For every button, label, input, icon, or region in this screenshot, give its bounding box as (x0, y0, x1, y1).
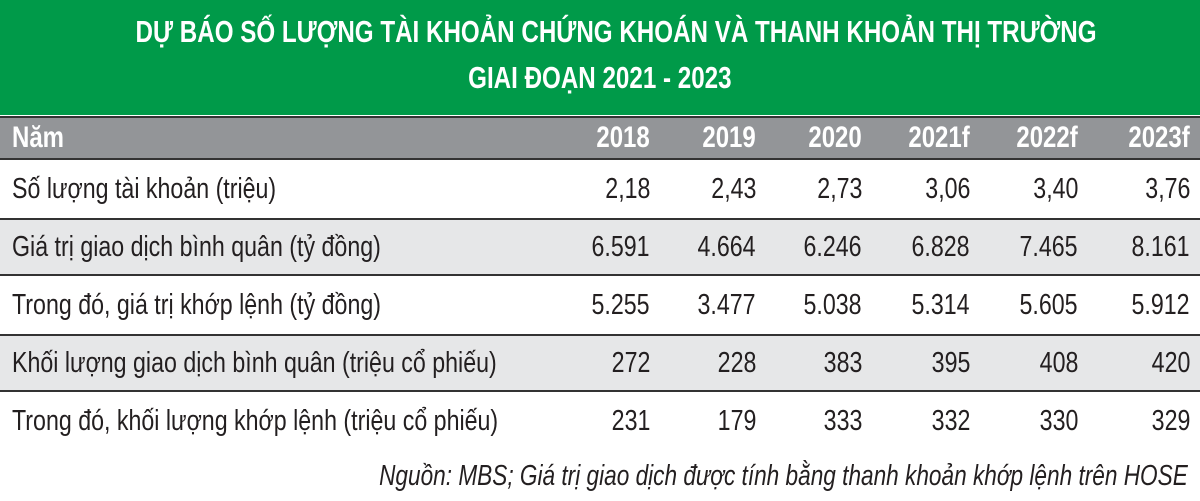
table-row: Số lượng tài khoản (triệu) 2,18 2,43 2,73 3,… (0, 160, 1200, 218)
cell-value: 228 (717, 346, 756, 379)
column-header: 2018 (583, 118, 650, 158)
source-note: Nguồn: MBS; Giá trị giao dịch được tính … (151, 452, 1188, 500)
table-cell: 4.664 (683, 220, 756, 274)
cell-value: 2,43 (710, 172, 756, 205)
table-cell: 6.246 (789, 220, 862, 274)
header-label-text: Năm (12, 121, 65, 154)
column-header-text: 2023f (1128, 121, 1190, 154)
table-cell: 408 (1030, 336, 1078, 390)
cell-value: 395 (931, 346, 970, 379)
cell-value: 231 (611, 404, 650, 437)
cell-value: 3.477 (697, 288, 756, 321)
table-cell: 231 (602, 392, 650, 450)
table-cell: 5.038 (789, 276, 862, 334)
table-subtitle: GIAI ĐOẠN 2021 - 2023 (0, 60, 1200, 96)
table-cell: 2,73 (806, 160, 862, 218)
table-row: Trong đó, khối lượng khớp lệnh (triệu cổ… (0, 392, 1200, 450)
column-header-text: 2019 (702, 121, 756, 154)
cell-value: 6.591 (591, 230, 650, 263)
row-label: Trong đó, giá trị khớp lệnh (tỷ đồng) (12, 276, 473, 334)
table-row: Khối lượng giao dịch bình quân (triệu cổ… (0, 334, 1200, 392)
table-cell: 330 (1030, 392, 1078, 450)
table-cell: 7.465 (1005, 220, 1078, 274)
column-header: 2020 (795, 118, 862, 158)
table-cell: 6.591 (577, 220, 650, 274)
table-title-banner: DỰ BÁO SỐ LƯỢNG TÀI KHOẢN CHỨNG KHOÁN VÀ… (0, 0, 1200, 115)
cell-value: 8.161 (1131, 230, 1190, 263)
cell-value: 383 (823, 346, 862, 379)
table-cell: 383 (814, 336, 862, 390)
table-cell: 3,40 (1022, 160, 1078, 218)
table-cell: 3,76 (1134, 160, 1190, 218)
table-subtitle-text: GIAI ĐOẠN 2021 - 2023 (468, 60, 732, 95)
source-note-text: Nguồn: MBS; Giá trị giao dịch được tính … (379, 459, 1188, 492)
row-label-text: Trong đó, giá trị khớp lệnh (tỷ đồng) (12, 288, 381, 321)
cell-value: 333 (823, 404, 862, 437)
table-cell: 228 (708, 336, 756, 390)
table-cell: 5.605 (1005, 276, 1078, 334)
row-label-text: Số lượng tài khoản (triệu) (12, 172, 277, 205)
column-header-text: 2021f (908, 121, 970, 154)
table-title-text: DỰ BÁO SỐ LƯỢNG TÀI KHOẢN CHỨNG KHOÁN VÀ… (135, 14, 1097, 49)
column-header: 2021f (893, 118, 970, 158)
row-label: Khối lượng giao dịch bình quân (triệu cổ… (12, 336, 618, 390)
cell-value: 408 (1039, 346, 1078, 379)
table-header-row: Năm 2018 2019 2020 2021f 2022f 2023f (0, 116, 1200, 160)
table-cell: 5.255 (577, 276, 650, 334)
cell-value: 5.255 (591, 288, 650, 321)
cell-value: 3,06 (924, 172, 970, 205)
table-cell: 2,43 (700, 160, 756, 218)
cell-value: 5.912 (1131, 288, 1190, 321)
cell-value: 179 (717, 404, 756, 437)
cell-value: 329 (1151, 404, 1190, 437)
table-cell: 2,18 (594, 160, 650, 218)
table-cell: 179 (708, 392, 756, 450)
column-header-text: 2018 (596, 121, 650, 154)
row-label: Trong đó, khối lượng khớp lệnh (triệu cổ… (12, 392, 620, 450)
table-cell: 3.477 (683, 276, 756, 334)
row-label-text: Trong đó, khối lượng khớp lệnh (triệu cổ… (12, 404, 499, 437)
table-cell: 5.314 (897, 276, 970, 334)
table-title: DỰ BÁO SỐ LƯỢNG TÀI KHOẢN CHỨNG KHOÁN VÀ… (0, 14, 1200, 50)
table-cell: 5.912 (1117, 276, 1190, 334)
column-header: 2023f (1113, 118, 1190, 158)
cell-value: 5.605 (1019, 288, 1078, 321)
row-label-text: Khối lượng giao dịch bình quân (triệu cổ… (12, 346, 497, 379)
row-label: Số lượng tài khoản (triệu) (12, 160, 342, 218)
cell-value: 2,73 (816, 172, 862, 205)
table-cell: 332 (922, 392, 970, 450)
row-label: Giá trị giao dịch bình quân (tỷ đồng) (12, 220, 473, 274)
table-row: Giá trị giao dịch bình quân (tỷ đồng) 6.5… (0, 218, 1200, 276)
cell-value: 420 (1151, 346, 1190, 379)
cell-value: 2,18 (604, 172, 650, 205)
cell-value: 6.828 (911, 230, 970, 263)
cell-value: 332 (931, 404, 970, 437)
table-cell: 6.828 (897, 220, 970, 274)
table-cell: 395 (922, 336, 970, 390)
cell-value: 330 (1039, 404, 1078, 437)
column-header-text: 2022f (1016, 121, 1078, 154)
cell-value: 3,76 (1144, 172, 1190, 205)
cell-value: 272 (611, 346, 650, 379)
column-header: 2019 (689, 118, 756, 158)
table-cell: 272 (602, 336, 650, 390)
table-row: Trong đó, giá trị khớp lệnh (tỷ đồng) 5.2… (0, 276, 1200, 334)
table-cell: 3,06 (914, 160, 970, 218)
cell-value: 4.664 (697, 230, 756, 263)
cell-value: 5.038 (803, 288, 862, 321)
column-header: 2022f (1001, 118, 1078, 158)
cell-value: 5.314 (911, 288, 970, 321)
table-cell: 420 (1142, 336, 1190, 390)
table-cell: 8.161 (1117, 220, 1190, 274)
table-cell: 329 (1142, 392, 1190, 450)
cell-value: 6.246 (803, 230, 862, 263)
header-label: Năm (12, 118, 77, 158)
column-header-text: 2020 (808, 121, 862, 154)
row-label-text: Giá trị giao dịch bình quân (tỷ đồng) (12, 230, 381, 263)
cell-value: 7.465 (1019, 230, 1078, 263)
cell-value: 3,40 (1032, 172, 1078, 205)
table-cell: 333 (814, 392, 862, 450)
